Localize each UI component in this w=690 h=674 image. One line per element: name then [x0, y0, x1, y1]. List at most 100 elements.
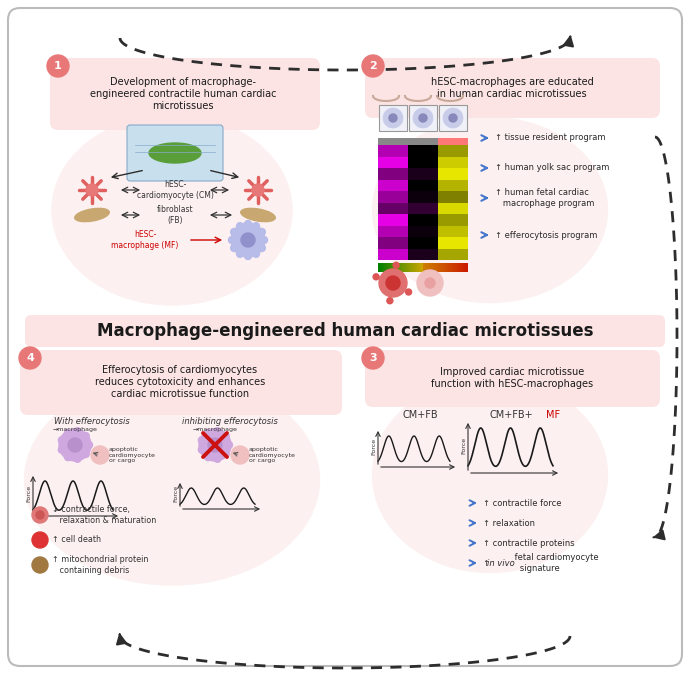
Circle shape	[86, 441, 92, 448]
Bar	[440, 263, 441, 272]
Circle shape	[226, 441, 233, 448]
Bar	[378, 263, 379, 272]
Bar	[384, 263, 385, 272]
Bar	[426, 263, 427, 272]
Bar	[379, 263, 380, 272]
Bar	[378, 249, 408, 260]
FancyBboxPatch shape	[127, 125, 223, 181]
Circle shape	[222, 450, 229, 458]
Text: ↑ mitochondrial protein
   containing debris: ↑ mitochondrial protein containing debri…	[52, 555, 148, 575]
Bar	[445, 263, 446, 272]
Circle shape	[19, 347, 41, 369]
Circle shape	[74, 456, 81, 462]
Bar	[409, 105, 437, 131]
Bar	[466, 263, 467, 272]
FancyBboxPatch shape	[365, 58, 660, 118]
Bar	[409, 263, 410, 272]
Bar	[455, 263, 456, 272]
Bar	[459, 263, 460, 272]
Bar	[390, 263, 391, 272]
Bar	[408, 237, 438, 249]
Text: CM+FB: CM+FB	[402, 410, 438, 420]
Bar	[408, 191, 438, 202]
Bar	[404, 263, 405, 272]
Bar	[438, 145, 468, 156]
Text: apoptotic
cardiomyocyte
or cargo: apoptotic cardiomyocyte or cargo	[249, 447, 296, 463]
Text: ↑ tissue resident program: ↑ tissue resident program	[495, 133, 606, 142]
Bar	[378, 226, 408, 237]
Circle shape	[443, 108, 463, 128]
Circle shape	[230, 228, 237, 235]
Bar	[408, 249, 438, 260]
Bar	[436, 263, 437, 272]
Bar	[381, 263, 382, 272]
Bar	[438, 191, 468, 202]
Bar	[428, 263, 429, 272]
Bar	[446, 263, 447, 272]
Bar	[401, 263, 402, 272]
Circle shape	[393, 262, 399, 268]
Circle shape	[231, 223, 265, 257]
Circle shape	[74, 428, 81, 435]
Circle shape	[198, 437, 206, 443]
Bar	[462, 263, 463, 272]
Text: ↓ contractile force,
   relaxation & maturation: ↓ contractile force, relaxation & matura…	[52, 506, 156, 524]
Bar	[378, 191, 408, 202]
Bar	[435, 263, 436, 272]
Circle shape	[68, 438, 82, 452]
Circle shape	[258, 228, 266, 235]
Bar	[419, 263, 420, 272]
Bar	[438, 138, 468, 145]
Circle shape	[82, 450, 89, 458]
Bar	[421, 263, 422, 272]
Bar	[378, 214, 408, 226]
Bar	[403, 263, 404, 272]
Bar	[460, 263, 461, 272]
Circle shape	[253, 222, 259, 230]
Circle shape	[208, 438, 222, 452]
Bar	[387, 263, 388, 272]
Bar	[405, 263, 406, 272]
Circle shape	[449, 114, 457, 122]
Text: ↑ efferocytosis program: ↑ efferocytosis program	[495, 231, 598, 239]
Bar	[438, 226, 468, 237]
Text: hESC-
macrophage (MF): hESC- macrophage (MF)	[111, 231, 179, 249]
Bar	[422, 263, 423, 272]
Text: inhibiting efferocytosis: inhibiting efferocytosis	[182, 417, 278, 427]
Bar	[408, 226, 438, 237]
Bar	[441, 263, 442, 272]
Circle shape	[214, 456, 221, 462]
Bar	[432, 263, 433, 272]
Bar	[408, 202, 438, 214]
Circle shape	[241, 233, 255, 247]
Bar	[438, 179, 468, 191]
Circle shape	[383, 108, 403, 128]
Circle shape	[379, 269, 407, 297]
Text: 1: 1	[54, 61, 62, 71]
Ellipse shape	[75, 208, 109, 222]
Bar	[417, 263, 418, 272]
Circle shape	[59, 429, 91, 461]
Bar	[438, 202, 468, 214]
Bar	[402, 263, 403, 272]
Bar	[448, 263, 449, 272]
Bar	[378, 237, 408, 249]
Bar	[394, 263, 395, 272]
Ellipse shape	[149, 143, 201, 163]
Circle shape	[258, 245, 266, 251]
Bar	[450, 263, 451, 272]
Circle shape	[387, 298, 393, 304]
Text: ↑ cell death: ↑ cell death	[52, 536, 101, 545]
Bar	[439, 105, 467, 131]
Text: Efferocytosis of cardiomyocytes
reduces cytotoxicity and enhances
cardiac microt: Efferocytosis of cardiomyocytes reduces …	[95, 365, 265, 398]
Text: Development of macrophage-
engineered contractile human cardiac
microtissues: Development of macrophage- engineered co…	[90, 78, 276, 111]
Bar	[433, 263, 434, 272]
Text: ↑ human yolk sac program: ↑ human yolk sac program	[495, 164, 609, 173]
Text: Force: Force	[371, 437, 376, 454]
Bar	[451, 263, 452, 272]
Bar	[383, 263, 384, 272]
Text: 4: 4	[26, 353, 34, 363]
Text: With efferocytosis: With efferocytosis	[54, 417, 130, 427]
Bar	[423, 263, 424, 272]
Bar	[438, 237, 468, 249]
